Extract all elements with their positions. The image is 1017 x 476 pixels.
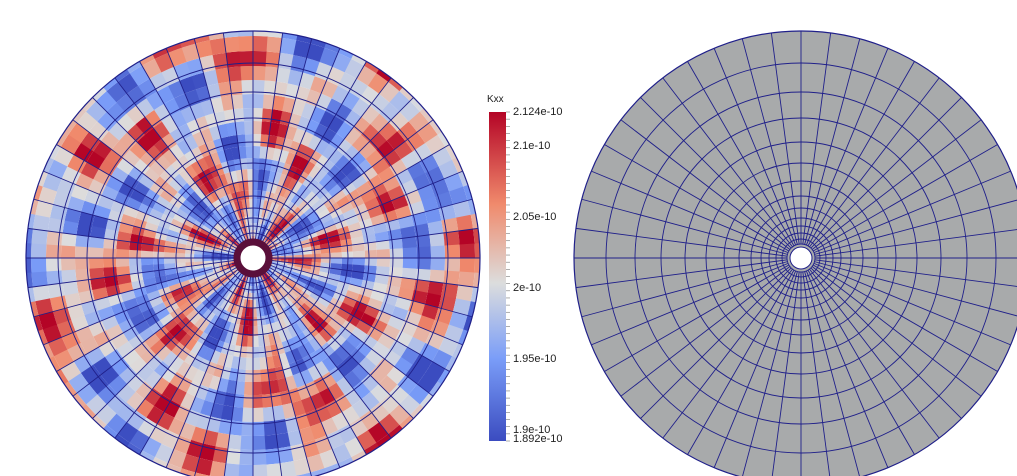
- colorbar-tick-label: 2.05e-10: [513, 210, 557, 223]
- colorbar-gradient: [489, 112, 506, 441]
- colorbar-tick-label: 1.95e-10: [513, 352, 557, 365]
- colorbar-title: Kxx: [487, 94, 504, 105]
- inner-boundary-ring: [233, 238, 273, 278]
- kxx-field-plot: [25, 30, 481, 476]
- colorbar-tick-label: 2e-10: [513, 281, 542, 294]
- mesh-plot: [573, 30, 1017, 476]
- colorbar: [489, 111, 510, 442]
- inner-hole: [789, 246, 813, 270]
- colorbar-tick-label: 1.9e-10: [513, 423, 551, 436]
- colorbar-min-label: 1.892e-10: [513, 433, 563, 445]
- colorbar-max-label: 2.124e-10: [513, 106, 563, 118]
- colorbar-tick-label: 2.1e-10: [513, 140, 551, 153]
